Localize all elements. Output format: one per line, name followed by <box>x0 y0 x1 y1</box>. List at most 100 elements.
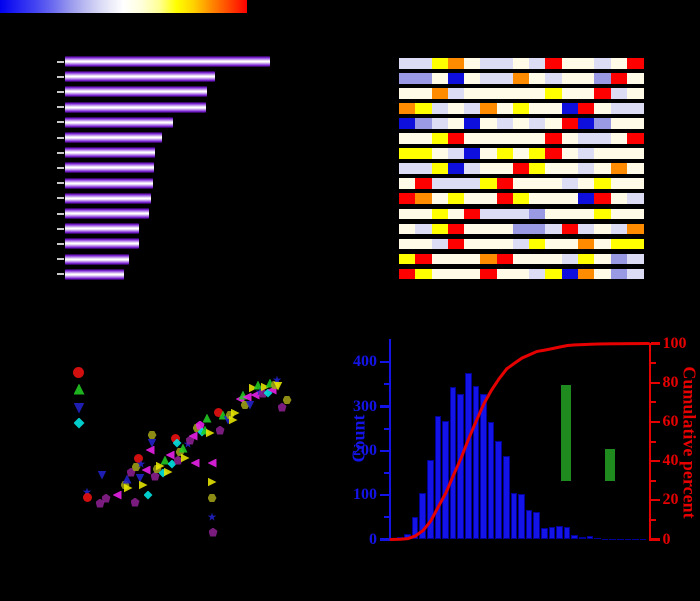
histogram-bar <box>556 525 563 540</box>
scatter-point <box>147 430 157 440</box>
heatmap-cell <box>399 148 416 159</box>
scatter-point <box>158 468 168 478</box>
scatter-point <box>131 462 141 472</box>
heatmap-cell <box>610 73 628 84</box>
scatter-point <box>170 433 180 443</box>
heatmap-cell <box>561 208 579 219</box>
heatmap-cell <box>577 223 595 235</box>
heatmap-cell <box>464 58 481 69</box>
heatmap-cell <box>577 253 595 265</box>
scatter-point <box>133 453 143 463</box>
scatter-point <box>207 512 217 521</box>
bar <box>65 132 162 143</box>
bar <box>65 71 215 83</box>
right-axis-tick <box>651 342 660 345</box>
left-axis-tick-label: 100 <box>353 486 377 504</box>
histogram-bar <box>533 511 541 540</box>
legend-marker <box>73 383 85 395</box>
right-axis-tick <box>651 538 660 541</box>
heatmap-cell <box>561 133 579 144</box>
heatmap-cell <box>399 133 416 144</box>
heatmap-cell <box>577 58 595 69</box>
heatmap-cell <box>545 238 563 250</box>
heatmap-cell <box>512 268 530 280</box>
heatmap-cell <box>399 253 416 265</box>
scatter-point <box>135 473 145 483</box>
y-axis-tick <box>57 136 64 139</box>
heatmap-cell <box>496 193 514 204</box>
heatmap-cell <box>512 88 530 99</box>
heatmap-cell <box>415 163 433 174</box>
heatmap-cell <box>415 223 433 235</box>
heatmap-cell <box>480 238 498 250</box>
bar <box>65 223 139 235</box>
heatmap-cell <box>610 133 628 144</box>
heatmap-cell <box>464 103 481 114</box>
right-axis-minor-tick <box>651 518 656 521</box>
heatmap-cell <box>415 73 433 84</box>
scatter-point <box>250 390 260 400</box>
heatmap-cell <box>610 178 628 189</box>
scatter-point <box>270 380 280 390</box>
legend-marker <box>73 402 85 414</box>
scatter-point <box>163 467 173 477</box>
scatter-point <box>97 470 107 480</box>
histogram-bar <box>639 538 647 540</box>
scatter-point <box>173 455 183 465</box>
scatter-point <box>213 407 223 417</box>
heatmap-cell <box>610 253 628 265</box>
heatmap-cell <box>431 178 449 189</box>
heatmap-cell <box>480 73 498 84</box>
heatmap-cell <box>415 178 433 189</box>
histogram-bar <box>609 538 617 540</box>
y-axis-tick <box>57 227 64 230</box>
scatter-point <box>167 459 177 469</box>
heatmap-cell <box>399 193 416 204</box>
scatter-point <box>136 459 146 468</box>
right-axis-tick-label: 0 <box>662 530 671 548</box>
heatmap-cell <box>594 73 611 84</box>
heatmap-cell <box>496 58 514 69</box>
heatmap-cell <box>545 88 563 99</box>
scatter-point <box>150 471 160 481</box>
histogram-bar <box>540 527 548 540</box>
histogram-bar <box>624 538 632 540</box>
heatmap-cell <box>626 268 644 280</box>
heatmap-cell <box>561 193 579 204</box>
left-axis-tick-label: 400 <box>353 353 377 371</box>
heatmap-cell <box>399 88 416 99</box>
scatter-point <box>248 383 258 393</box>
scatter-point <box>112 490 122 500</box>
right-axis-tick <box>651 459 660 463</box>
heatmap-cell <box>464 163 481 174</box>
heatmap-cell <box>577 238 595 250</box>
histogram-bar <box>495 440 503 540</box>
scatter-point <box>208 527 218 537</box>
heatmap-cell <box>529 58 546 69</box>
heatmap-cell <box>594 148 611 159</box>
right-axis-tick-label: 80 <box>662 373 679 391</box>
heatmap-cell <box>447 163 465 174</box>
scatter-point <box>101 493 111 503</box>
heatmap-cell <box>415 103 433 114</box>
heatmap-cell <box>529 238 546 250</box>
heatmap-cell <box>512 148 530 159</box>
heatmap-cell <box>577 103 595 114</box>
heatmap-cell <box>480 223 498 235</box>
heatmap-cell <box>594 88 611 99</box>
heatmap-cell <box>626 163 644 174</box>
heatmap-cell <box>431 133 449 144</box>
histogram-bar <box>480 394 487 540</box>
heatmap-cell <box>610 103 628 114</box>
scatter-point <box>165 450 175 460</box>
heatmap-cell <box>464 148 481 159</box>
heatmap-cell <box>464 193 481 204</box>
heatmap-cell <box>415 133 433 144</box>
heatmap-cell <box>626 253 644 265</box>
heatmap-cell <box>480 208 498 219</box>
heatmap-cell <box>447 133 465 144</box>
heatmap-cell <box>496 118 514 129</box>
histogram-bar <box>601 538 609 540</box>
